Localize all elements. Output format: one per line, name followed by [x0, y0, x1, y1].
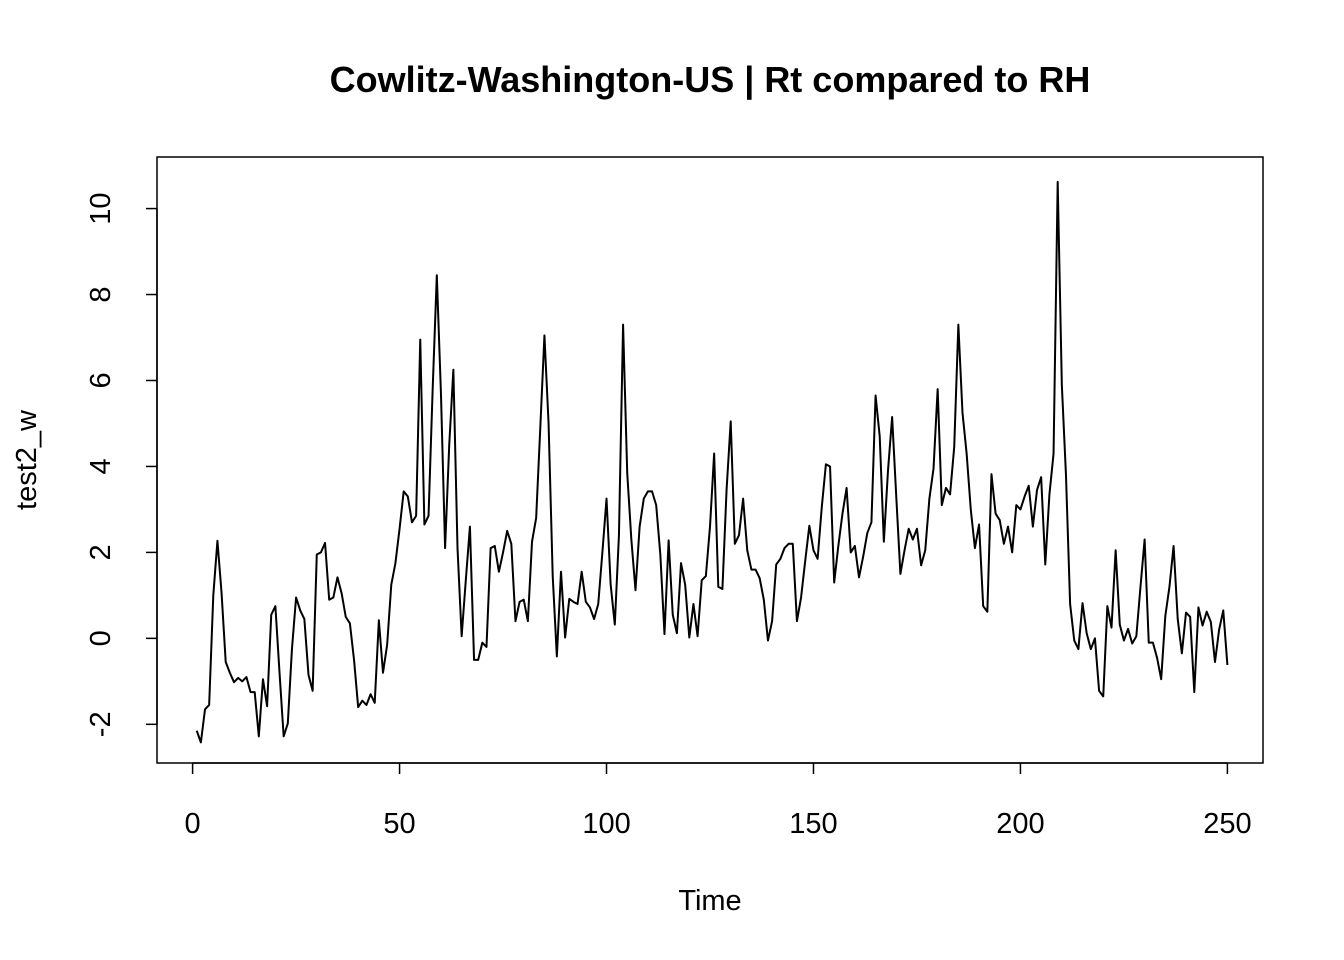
y-tick-label: 0: [85, 630, 117, 646]
y-axis: -2 0 2 4 6 8 10: [85, 192, 158, 737]
y-axis-label: test2_w: [11, 409, 43, 510]
y-tick-label: 8: [85, 286, 117, 302]
y-tick-label: 2: [85, 544, 117, 560]
x-tick-label: 50: [383, 808, 415, 840]
x-axis: 0 50 100 150 200 250: [185, 762, 1252, 840]
y-tick-label: -2: [85, 711, 117, 737]
x-tick-label: 200: [996, 808, 1044, 840]
chart-title: Cowlitz-Washington-US | Rt compared to R…: [330, 59, 1091, 101]
x-axis-label: Time: [678, 885, 741, 917]
series-line: [195, 180, 1229, 744]
x-tick-label: 0: [185, 808, 201, 840]
y-tick-label: 10: [85, 192, 117, 224]
y-tick-label: 4: [85, 458, 117, 474]
x-tick-label: 150: [789, 808, 837, 840]
x-tick-label: 100: [582, 808, 630, 840]
x-tick-label: 250: [1203, 808, 1251, 840]
y-tick-label: 6: [85, 372, 117, 388]
